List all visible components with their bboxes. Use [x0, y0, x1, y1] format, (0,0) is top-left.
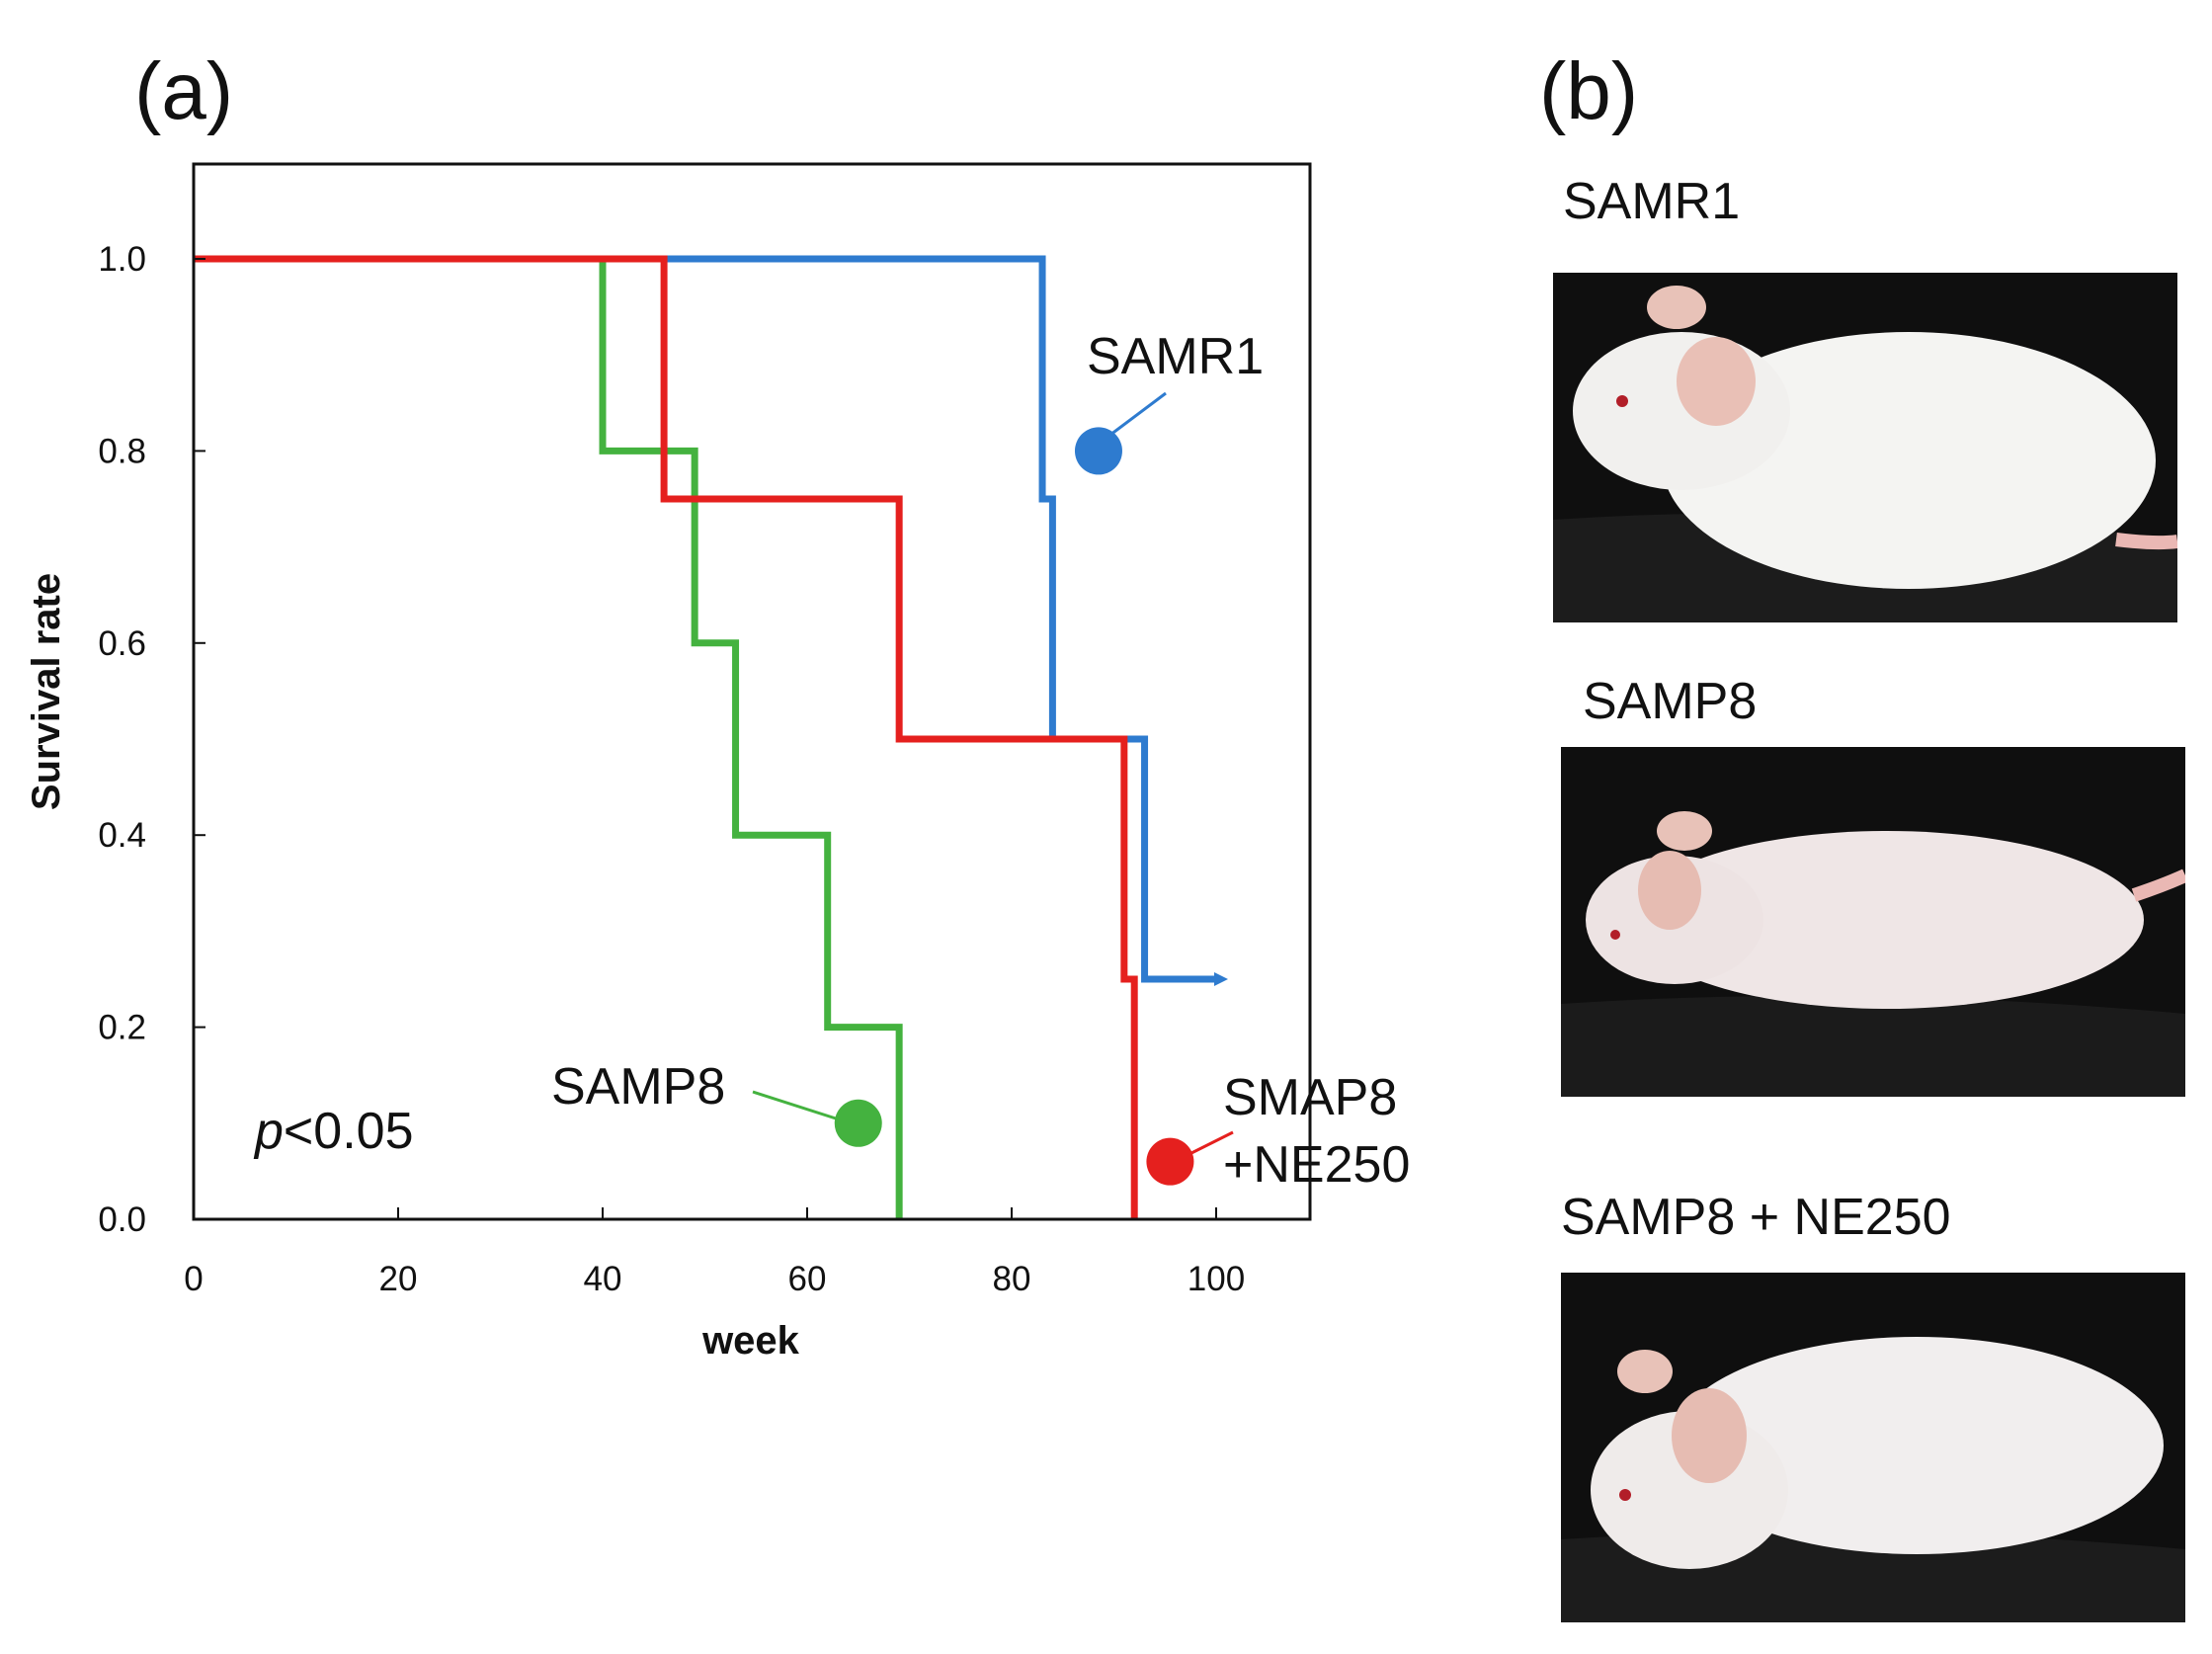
mouse-photo-icon: [1561, 747, 2185, 1097]
censor-arrow: [1214, 972, 1228, 986]
x-tick-label: 60: [788, 1260, 827, 1298]
mouse-photo-samr1: [1553, 273, 2177, 622]
panel-a-label: (a): [134, 46, 234, 136]
mouse-photo-icon: [1561, 1273, 2185, 1622]
plot-frame: [192, 162, 1312, 1221]
x-axis-title: week: [701, 1319, 800, 1363]
series-label-line: SMAP8: [1223, 1069, 1397, 1126]
series-line-smap8-ne250: [194, 255, 1138, 1219]
p-symbol: p: [253, 1103, 284, 1160]
y-tick-label: 0.0: [98, 1200, 146, 1239]
photo-caption-samp8: SAMP8: [1583, 673, 1758, 730]
y-tick-label: 0.2: [98, 1009, 146, 1047]
series-label-line: SAMP8: [551, 1058, 725, 1116]
y-tick-label: 0.4: [98, 816, 146, 855]
series-marker: [834, 1099, 882, 1147]
x-tick-label: 100: [1188, 1260, 1245, 1298]
x-tick-label: 40: [584, 1260, 622, 1298]
series-label-samr1: SAMR1: [1087, 328, 1264, 385]
panel-b-label: (b): [1539, 46, 1639, 136]
photo-caption-samp8-ne250: SAMP8 + NE250: [1561, 1189, 1951, 1246]
p-value: <0.05: [284, 1103, 414, 1160]
series-leader-line: [752, 1090, 837, 1120]
mouse-photo-samp8-ne250: [1561, 1273, 2185, 1622]
series-label-samp8: SAMP8: [551, 1058, 725, 1116]
y-tick-label: 1.0: [98, 240, 146, 279]
y-axis-title: Survival rate: [25, 573, 68, 810]
y-tick-label: 0.6: [98, 624, 146, 663]
series-label-line: SAMR1: [1087, 328, 1264, 385]
x-tick-label: 20: [379, 1260, 418, 1298]
series-label-smap8-ne250: SMAP8 +NE250: [1223, 1069, 1410, 1194]
series-leader-line: [1185, 1130, 1234, 1158]
series-marker: [1074, 427, 1122, 475]
x-tick-label: 80: [993, 1260, 1031, 1298]
y-tick-label: 0.8: [98, 432, 146, 470]
mouse-photo-samp8: [1561, 747, 2185, 1097]
p-value-annotation: p<0.05: [253, 1103, 414, 1160]
series-line-samp8: [194, 255, 903, 1219]
series-marker: [1146, 1137, 1194, 1186]
series-line-samr1: [194, 255, 1216, 983]
photo-caption-samr1: SAMR1: [1563, 173, 1741, 230]
series-leader-line: [1109, 391, 1167, 437]
x-tick-label: 0: [184, 1260, 203, 1298]
series-label-line: +NE250: [1223, 1136, 1410, 1194]
mouse-photo-icon: [1553, 273, 2177, 622]
